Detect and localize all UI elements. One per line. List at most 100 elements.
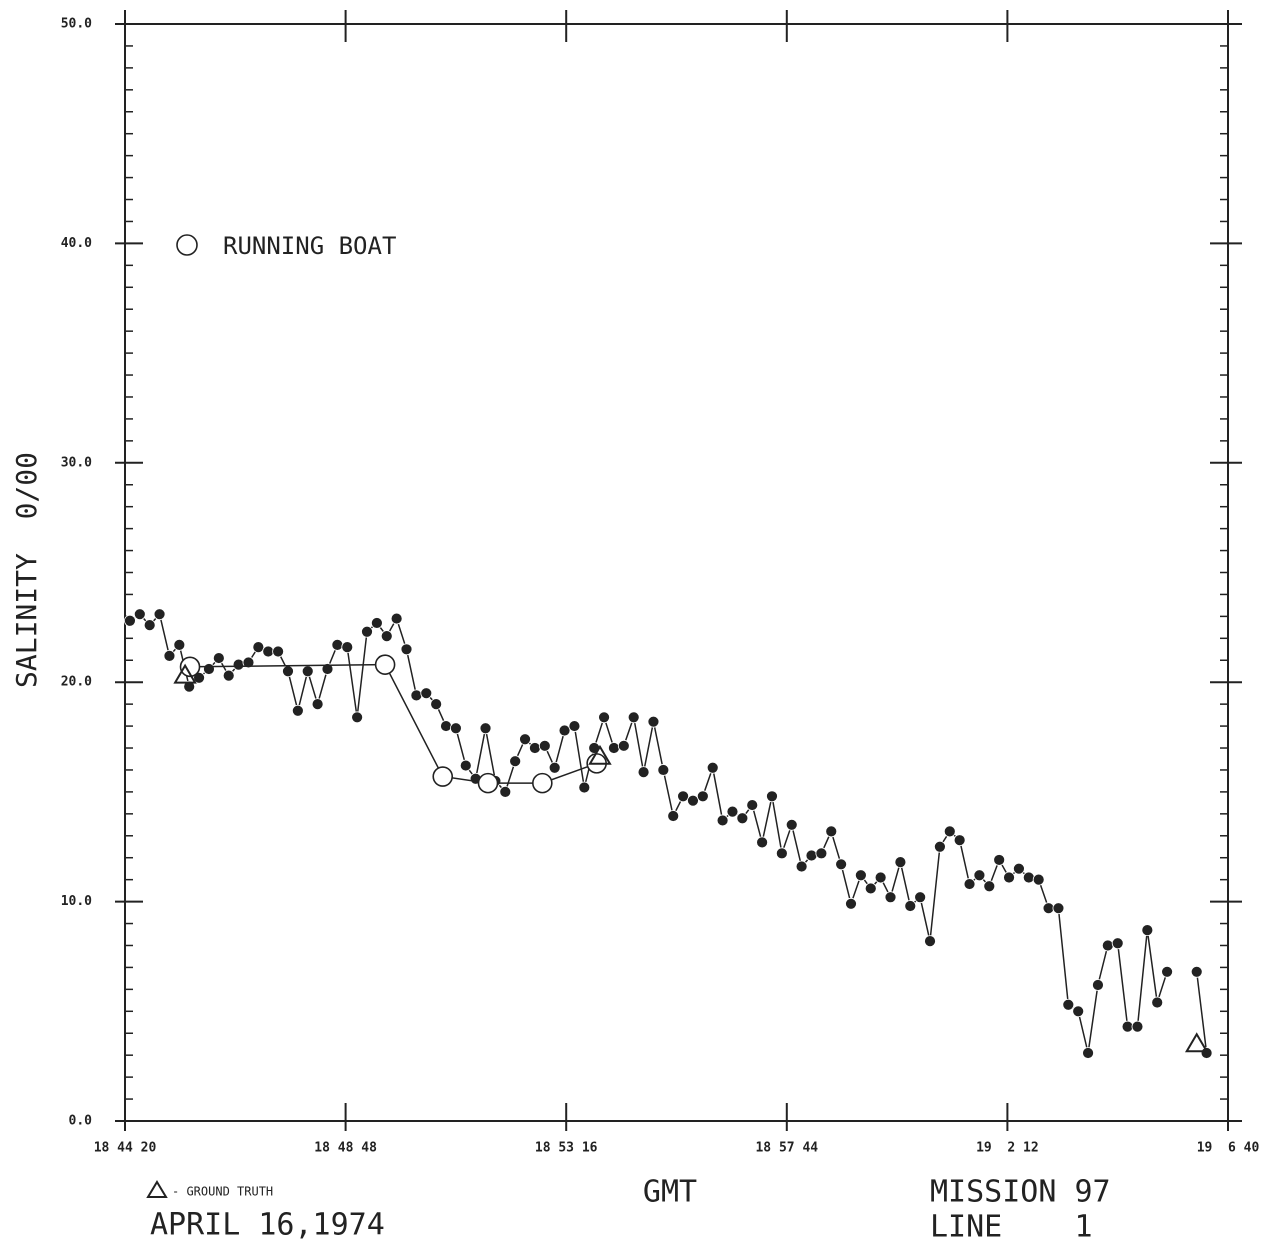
- data-point: [133, 608, 146, 621]
- y-tick-label: 50.0: [61, 17, 92, 32]
- legend-marker: [146, 1180, 168, 1198]
- data-point: [1072, 1005, 1085, 1018]
- data-point: [1042, 902, 1055, 915]
- data-point: [351, 711, 364, 724]
- data-point: [785, 818, 798, 831]
- data-point: [410, 689, 423, 702]
- data-point: [973, 869, 986, 882]
- data-point: [370, 617, 383, 629]
- data-point: [203, 663, 215, 675]
- data-point: [647, 715, 660, 728]
- data-point: [578, 781, 591, 794]
- data-point: [321, 663, 334, 675]
- date: APRIL 16,1974: [150, 1208, 385, 1243]
- data-point: [232, 658, 245, 671]
- data-point: [222, 669, 235, 682]
- data-point: [449, 722, 462, 735]
- data-point: [143, 619, 156, 632]
- data-point: [845, 897, 857, 910]
- data-point: [746, 799, 759, 811]
- data-point: [1111, 937, 1124, 950]
- data-point: [361, 625, 373, 638]
- data-point: [716, 814, 729, 827]
- data-point: [894, 856, 907, 869]
- data-point: [696, 790, 709, 803]
- data-point: [657, 764, 670, 776]
- data-point: [440, 720, 452, 732]
- data-point: [864, 882, 877, 895]
- data-point: [311, 698, 324, 711]
- data-point: [993, 854, 1006, 866]
- data-point: [179, 656, 201, 678]
- data-point: [963, 878, 976, 890]
- data-point: [1101, 939, 1114, 952]
- y-tick-label: 0.0: [69, 1114, 93, 1129]
- data-point: [904, 900, 917, 912]
- data-point: [756, 836, 769, 849]
- data-point: [301, 665, 314, 678]
- data-point: [282, 665, 294, 678]
- data-point: [588, 744, 612, 765]
- data-point: [1052, 902, 1065, 915]
- data-point: [532, 772, 553, 794]
- data-point: [637, 766, 650, 779]
- data-point: [400, 643, 413, 656]
- data-point: [341, 641, 354, 653]
- data-point: [943, 825, 956, 838]
- y-axis-label: SALINITY 0/00: [10, 452, 43, 688]
- data-point: [726, 805, 739, 818]
- data-point: [153, 608, 166, 621]
- data-point: [212, 652, 225, 664]
- data-point: [538, 739, 551, 752]
- data-point: [825, 825, 838, 838]
- legend-label: - GROUND TRUTH: [172, 1185, 273, 1199]
- data-point: [874, 871, 887, 884]
- y-tick-label: 10.0: [61, 894, 92, 909]
- data-point: [519, 733, 531, 746]
- y-tick-label: 20.0: [61, 675, 92, 690]
- data-point: [1161, 965, 1173, 978]
- data-point: [1190, 965, 1203, 978]
- data-point: [331, 639, 344, 651]
- data-point: [1184, 1032, 1209, 1053]
- data-point: [617, 739, 630, 752]
- annotation: LINE 1: [930, 1210, 1093, 1245]
- data-point: [374, 654, 396, 675]
- data-point: [509, 755, 522, 768]
- data-point: [983, 880, 996, 893]
- data-point: [380, 630, 393, 643]
- legend-label: RUNNING BOAT: [223, 232, 396, 260]
- x-tick-label: 18 48 48: [314, 1141, 377, 1156]
- data-point: [736, 812, 749, 825]
- x-tick-label: 18 44 20: [94, 1141, 157, 1156]
- data-point: [173, 663, 197, 684]
- data-point: [1092, 979, 1104, 991]
- data-point: [835, 858, 848, 871]
- x-tick-label: 19 6 40: [1197, 1141, 1260, 1156]
- data-point: [124, 614, 136, 627]
- x-tick-label: 18 53 16: [535, 1141, 598, 1156]
- data-point: [953, 834, 966, 847]
- data-point: [1131, 1020, 1144, 1033]
- data-point: [1022, 871, 1035, 884]
- data-point: [430, 698, 443, 711]
- data-point: [252, 641, 265, 653]
- data-point: [1062, 998, 1075, 1011]
- data-point: [479, 722, 492, 735]
- data-point: [558, 724, 571, 737]
- data-point: [924, 935, 936, 947]
- data-point: [291, 704, 304, 717]
- data-point: [934, 840, 946, 853]
- data-point: [706, 761, 719, 774]
- data-point: [459, 759, 472, 772]
- data-point: [687, 794, 699, 807]
- data-point: [608, 742, 620, 754]
- data-point: [677, 790, 689, 803]
- data-point: [163, 649, 176, 662]
- data-point: [598, 711, 610, 724]
- data-point: [815, 847, 828, 860]
- x-axis-label: GMT: [643, 1175, 697, 1210]
- legend-marker: [176, 234, 198, 256]
- data-point: [1013, 862, 1025, 875]
